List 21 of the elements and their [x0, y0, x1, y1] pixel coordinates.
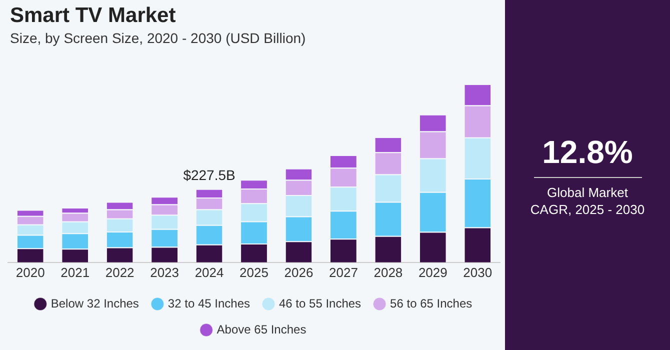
x-tick-label: 2025 — [240, 264, 268, 280]
legend-label: Above 65 Inches — [216, 322, 306, 336]
x-tick-label: 2029 — [418, 264, 448, 280]
x-tick-label: 2020 — [16, 264, 45, 280]
x-tick-label: 2027 — [328, 264, 358, 280]
x-tick-label: 2030 — [463, 264, 492, 280]
annotation: $227.5B — [183, 166, 236, 183]
legend-label: Below 32 Inches — [50, 296, 139, 310]
chart-title: Smart TV Market — [10, 4, 176, 28]
x-tick-label: 2021 — [60, 264, 90, 280]
x-tick-label: 2022 — [105, 264, 134, 280]
x-tick-label: 2023 — [150, 264, 180, 280]
x-tick-label: 2028 — [374, 264, 403, 280]
chart-subtitle: Size, by Screen Size, 2020 - 2030 (USD Billion) — [10, 30, 306, 46]
x-tick-label: 2026 — [284, 264, 314, 280]
legend-label: 46 to 55 Inches — [278, 296, 362, 310]
text: Global Market CAGR, 2025 - 2030 — [529, 184, 646, 218]
legend-label: 32 to 45 Inches — [168, 296, 250, 310]
legend-label: 56 to 65 Inches — [390, 296, 472, 310]
text: 12.8% — [541, 134, 634, 171]
x-tick-label: 2024 — [194, 264, 224, 280]
